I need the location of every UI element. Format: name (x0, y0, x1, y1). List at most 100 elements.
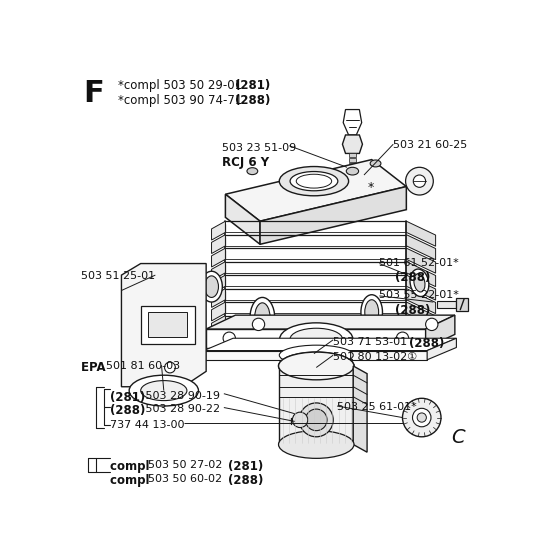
Polygon shape (225, 160, 407, 221)
Polygon shape (407, 275, 436, 300)
Polygon shape (206, 329, 426, 348)
Text: 503 71 53-01: 503 71 53-01 (333, 337, 411, 347)
Ellipse shape (141, 381, 187, 400)
Text: 737 44 13-00: 737 44 13-00 (110, 420, 184, 430)
Circle shape (292, 412, 308, 428)
Ellipse shape (255, 303, 270, 332)
Text: RCJ 6 Y: RCJ 6 Y (222, 156, 269, 169)
Polygon shape (122, 264, 206, 387)
Ellipse shape (370, 160, 381, 167)
Text: *compl 503 90 74-71: *compl 503 90 74-71 (118, 94, 246, 107)
Polygon shape (260, 186, 407, 244)
Text: *compl 503 50 29-01: *compl 503 50 29-01 (118, 79, 245, 92)
Text: 503 50 27-02: 503 50 27-02 (148, 460, 226, 470)
Text: (288): (288) (395, 271, 430, 284)
Polygon shape (426, 315, 455, 348)
Polygon shape (407, 262, 436, 287)
Ellipse shape (296, 174, 332, 188)
Polygon shape (407, 302, 436, 327)
Polygon shape (212, 262, 225, 281)
Polygon shape (342, 135, 362, 153)
Text: (288): (288) (235, 94, 271, 107)
Text: (288): (288) (395, 304, 430, 316)
Text: F: F (83, 79, 104, 108)
Text: 503 55 22-01*: 503 55 22-01* (380, 291, 459, 301)
Polygon shape (407, 235, 436, 260)
Text: (281): (281) (228, 460, 263, 473)
Text: (288): (288) (409, 337, 444, 349)
Ellipse shape (278, 352, 354, 380)
Ellipse shape (200, 271, 222, 302)
Circle shape (165, 362, 175, 373)
Circle shape (403, 398, 441, 437)
Ellipse shape (361, 295, 382, 329)
Text: 503 51 25-01: 503 51 25-01 (81, 271, 155, 281)
Text: 503 28 90-22: 503 28 90-22 (142, 404, 221, 414)
Polygon shape (348, 169, 356, 172)
Polygon shape (407, 315, 436, 340)
Text: 503 50 60-02: 503 50 60-02 (148, 474, 226, 484)
Polygon shape (348, 158, 356, 162)
Circle shape (417, 413, 426, 422)
Ellipse shape (284, 355, 348, 377)
Circle shape (253, 318, 265, 330)
Text: C: C (451, 428, 465, 446)
Polygon shape (427, 338, 456, 360)
Text: (281): (281) (110, 391, 145, 404)
Ellipse shape (278, 352, 354, 380)
Ellipse shape (279, 166, 348, 196)
Circle shape (223, 332, 235, 344)
Polygon shape (212, 275, 225, 294)
Polygon shape (348, 184, 356, 188)
Polygon shape (343, 110, 362, 135)
Ellipse shape (346, 167, 358, 175)
Ellipse shape (279, 345, 353, 365)
Ellipse shape (290, 171, 338, 191)
Polygon shape (348, 164, 356, 167)
Text: 503 21 60-25: 503 21 60-25 (393, 141, 468, 150)
Circle shape (413, 175, 426, 187)
Text: compl: compl (110, 474, 153, 487)
Polygon shape (407, 248, 436, 273)
Ellipse shape (410, 269, 429, 297)
Polygon shape (348, 174, 356, 178)
Polygon shape (456, 298, 468, 310)
Polygon shape (225, 194, 260, 244)
Polygon shape (212, 221, 225, 240)
Ellipse shape (278, 431, 354, 458)
Polygon shape (407, 221, 436, 246)
Polygon shape (407, 288, 436, 314)
Ellipse shape (129, 375, 198, 406)
Polygon shape (212, 288, 225, 307)
Text: *: * (368, 181, 374, 194)
Polygon shape (204, 351, 427, 360)
Text: 503 28 90-19: 503 28 90-19 (142, 391, 220, 400)
Circle shape (405, 167, 433, 195)
Text: 501 80 13-02①: 501 80 13-02① (333, 352, 417, 362)
Circle shape (413, 408, 431, 427)
Polygon shape (212, 315, 225, 334)
Polygon shape (348, 179, 356, 183)
Polygon shape (212, 248, 225, 267)
Polygon shape (148, 312, 187, 337)
Text: compl: compl (110, 460, 153, 473)
Polygon shape (353, 366, 367, 452)
Text: (288): (288) (228, 474, 263, 487)
Polygon shape (437, 301, 456, 308)
Text: 503 25 61-01*: 503 25 61-01* (337, 402, 417, 412)
Circle shape (306, 409, 327, 431)
Ellipse shape (250, 297, 274, 338)
Ellipse shape (279, 323, 353, 355)
Ellipse shape (247, 167, 258, 175)
Circle shape (299, 403, 333, 437)
Text: 501 81 60-03: 501 81 60-03 (106, 361, 180, 371)
Text: (288): (288) (110, 404, 145, 417)
Polygon shape (206, 315, 455, 329)
Polygon shape (212, 235, 225, 254)
Polygon shape (204, 338, 456, 351)
Circle shape (396, 332, 409, 344)
Text: EPA: EPA (81, 361, 109, 374)
Polygon shape (141, 306, 195, 344)
Ellipse shape (365, 300, 379, 324)
Polygon shape (212, 302, 225, 321)
